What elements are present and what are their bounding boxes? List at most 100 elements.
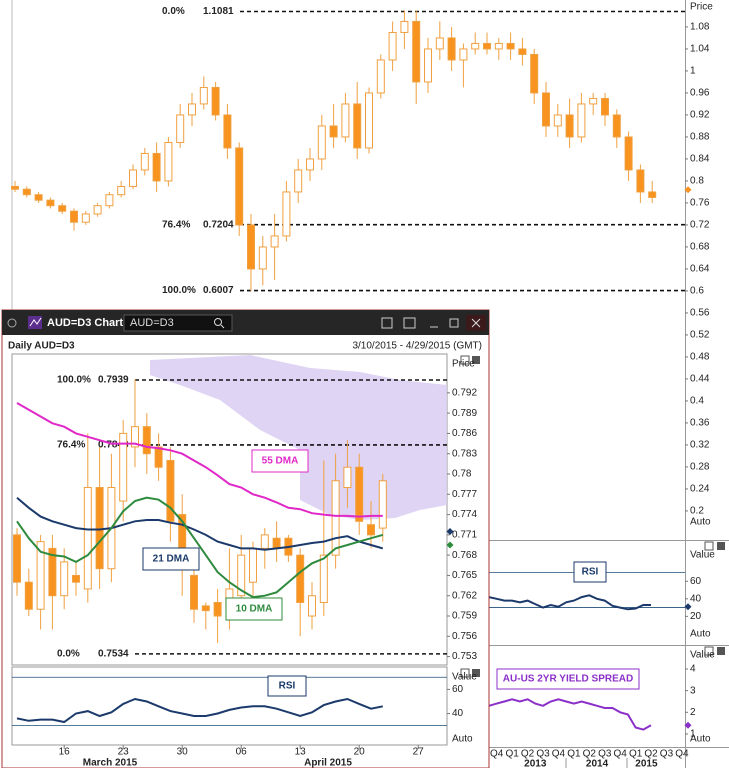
- y-tick-label: 0.2: [690, 506, 704, 517]
- candle-body: [190, 574, 198, 610]
- auto-button[interactable]: Auto: [690, 629, 711, 640]
- candle-body: [11, 185, 19, 190]
- panel-close[interactable]: [472, 669, 480, 677]
- y-tick-label: 0.76: [690, 198, 710, 209]
- candle-body: [636, 169, 645, 193]
- candle-body: [235, 147, 244, 226]
- auto-button[interactable]: Auto: [452, 734, 473, 745]
- fib-value: 1.1081: [203, 6, 234, 17]
- maximize-button[interactable]: [449, 318, 459, 328]
- fib-percent: 100.0%: [162, 285, 196, 296]
- auto-button[interactable]: Auto: [690, 734, 711, 745]
- candle-body: [353, 103, 362, 149]
- candle-body: [154, 446, 163, 468]
- last-value-marker: [684, 721, 692, 729]
- candle-body: [319, 554, 328, 603]
- candle-body: [494, 42, 503, 50]
- x-tick-label: Q1: [567, 749, 581, 760]
- link-icon[interactable]: [7, 318, 17, 328]
- inset-chart: 0.792 0.789 0.786 0.783 0.78 0.777 0.774 0.771 0…: [12, 359, 477, 768]
- search-text[interactable]: AUD=D3: [130, 317, 174, 329]
- series-label: 10 DMA: [236, 604, 273, 615]
- search-icon[interactable]: [214, 318, 222, 326]
- y-tick-label: 0.762: [452, 590, 477, 601]
- fib-percent: 76.4%: [162, 219, 190, 230]
- series-label: 55 DMA: [262, 456, 299, 467]
- menu-icon[interactable]: [403, 317, 416, 329]
- candle-body: [471, 42, 480, 50]
- panel-close[interactable]: [472, 356, 480, 364]
- candle-body: [223, 114, 232, 149]
- panel-button[interactable]: [704, 646, 714, 656]
- y-tick-label: 60: [690, 576, 702, 587]
- candle-body: [24, 581, 33, 610]
- panel-close[interactable]: [717, 647, 725, 655]
- search-icon: [220, 324, 225, 329]
- candle-body: [506, 42, 515, 50]
- panel-button[interactable]: [460, 355, 470, 365]
- candle-body: [164, 141, 173, 182]
- panel-button[interactable]: [460, 668, 470, 678]
- candle-body: [211, 86, 220, 116]
- candle-body: [34, 194, 43, 201]
- candle-body: [131, 426, 139, 448]
- candle-body: [213, 601, 222, 617]
- series-label: 21 DMA: [153, 554, 190, 565]
- candle-body: [317, 125, 326, 160]
- series-line: [16, 496, 384, 551]
- y-tick-label: 0.783: [452, 448, 477, 459]
- x-tick-label: Q2: [583, 749, 597, 760]
- fib-percent: 76.4%: [57, 440, 85, 451]
- auto-button[interactable]: Auto: [690, 517, 711, 528]
- candle-body: [601, 97, 609, 116]
- toolbar-icon[interactable]: [381, 317, 393, 329]
- panel-close[interactable]: [717, 542, 725, 550]
- candle-body: [93, 205, 102, 215]
- y-axis-label: Value: [690, 650, 715, 661]
- panel-button[interactable]: [704, 541, 714, 551]
- fib-percent: 100.0%: [57, 375, 91, 386]
- y-tick-label: 0.36: [690, 418, 710, 429]
- candle-body: [376, 59, 385, 94]
- panel-label: AU-US 2YR YIELD SPREAD: [503, 674, 633, 685]
- last-value-marker: [446, 527, 454, 535]
- y-tick-label: 0.64: [690, 264, 710, 275]
- x-tick-label: Q1: [505, 749, 519, 760]
- y-tick-label: 60: [452, 684, 464, 695]
- candle-body: [188, 103, 196, 116]
- candle-body: [343, 466, 352, 489]
- candle-body: [129, 169, 137, 187]
- y-tick-label: 0.8: [690, 176, 704, 187]
- y-tick-label: 0.771: [452, 530, 477, 541]
- y-tick-label: 0.792: [452, 387, 477, 398]
- candle-body: [435, 37, 444, 50]
- series-label-box: [142, 547, 200, 571]
- candle-body: [388, 31, 397, 61]
- search-box[interactable]: [123, 314, 233, 332]
- candle-body: [553, 114, 562, 127]
- candle-body: [331, 480, 340, 556]
- panel-label-box: [496, 668, 640, 690]
- candle-body: [648, 191, 657, 198]
- candle-body: [306, 158, 314, 171]
- candle-body: [400, 20, 409, 33]
- x-tick-label: 30: [177, 747, 189, 758]
- y-tick-label: 3: [690, 685, 696, 696]
- candle-body: [542, 92, 550, 127]
- x-tick-label: Q2: [644, 749, 658, 760]
- candle-body: [565, 114, 574, 138]
- candle-body: [36, 541, 45, 610]
- y-tick-label: 0.96: [690, 88, 710, 99]
- x-tick-label: 23: [118, 747, 130, 758]
- candle-body: [365, 92, 373, 149]
- candle-body: [60, 561, 69, 597]
- chart-header: Daily AUD=D3: [8, 341, 75, 352]
- x-tick-label: 06: [236, 747, 248, 758]
- fib-percent: 0.0%: [162, 6, 185, 17]
- y-tick-label: 1: [690, 729, 696, 740]
- panel-label-box: [573, 561, 607, 583]
- y-tick-label: 0.32: [690, 440, 710, 451]
- y-tick-label: 0.28: [690, 462, 710, 473]
- y-axis-label: Value: [452, 672, 477, 683]
- candle-body: [612, 114, 621, 138]
